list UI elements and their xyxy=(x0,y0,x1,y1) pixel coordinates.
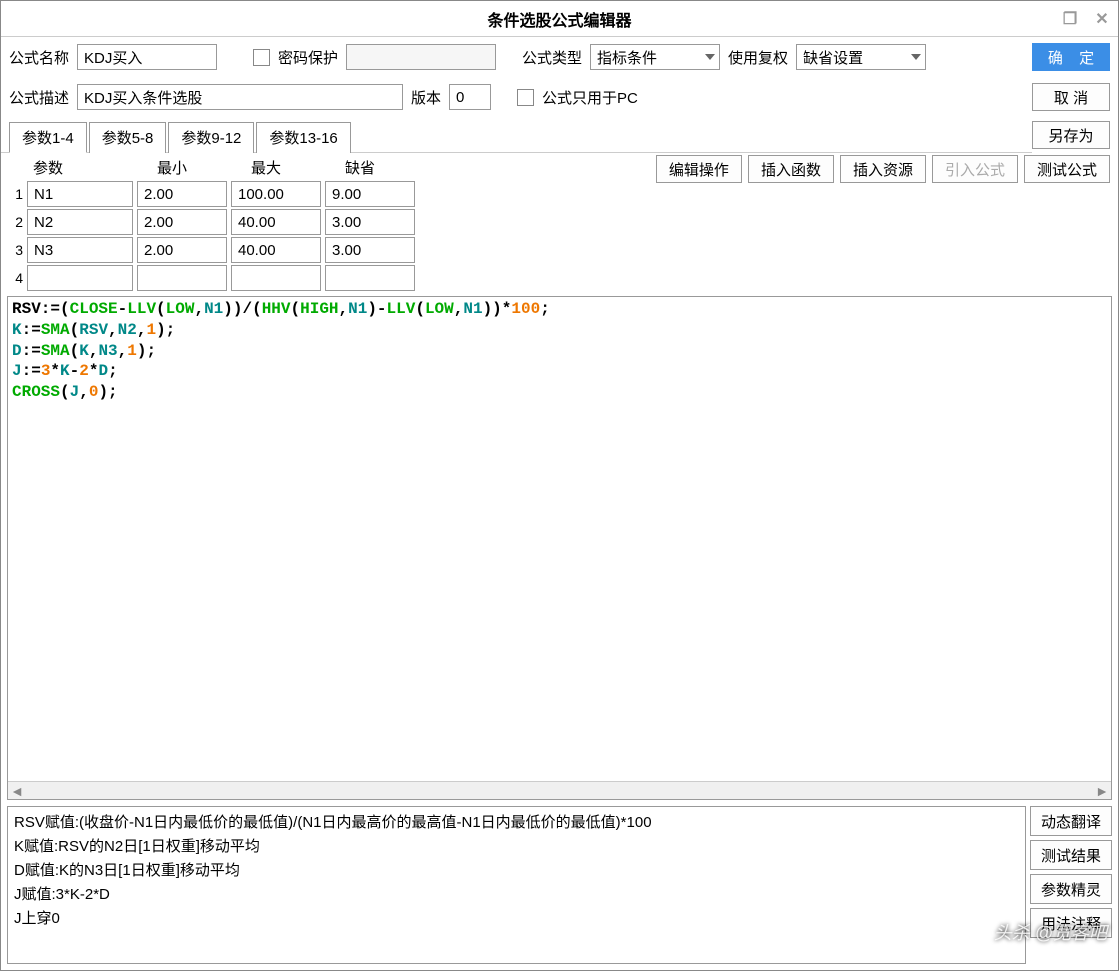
param-min-input[interactable] xyxy=(137,209,227,235)
explanation-box: RSV赋值:(收盘价-N1日内最低价的最低值)/(N1日内最高价的最高值-N1日… xyxy=(7,806,1026,964)
edit-op-button[interactable]: 编辑操作 xyxy=(656,155,742,183)
param-tab-2[interactable]: 参数9-12 xyxy=(168,122,254,153)
saveas-button[interactable]: 另存为 xyxy=(1032,121,1110,149)
param-row: 2 xyxy=(9,208,429,236)
cancel-button[interactable]: 取 消 xyxy=(1032,83,1110,111)
import-formula-button[interactable]: 引入公式 xyxy=(932,155,1018,183)
formula-type-select[interactable]: 指标条件 xyxy=(590,44,720,70)
explain-line: K赋值:RSV的N2日[1日权重]移动平均 xyxy=(14,835,1019,859)
horizontal-scrollbar[interactable]: ◄ ► xyxy=(8,781,1111,799)
fuquan-label: 使用复权 xyxy=(728,47,788,68)
param-row: 3 xyxy=(9,236,429,264)
param-max-input[interactable] xyxy=(231,265,321,291)
param-index: 3 xyxy=(9,236,27,264)
explain-line: D赋值:K的N3日[1日权重]移动平均 xyxy=(14,859,1019,883)
window-title: 条件选股公式编辑器 xyxy=(487,7,631,31)
param-index: 1 xyxy=(9,180,27,208)
param-index: 2 xyxy=(9,208,27,236)
param-name-input[interactable] xyxy=(27,265,133,291)
password-input[interactable] xyxy=(346,44,496,70)
scroll-right-icon[interactable]: ► xyxy=(1093,782,1111,799)
explain-line: J赋值:3*K-2*D xyxy=(14,883,1019,907)
explain-line: J上穿0 xyxy=(14,907,1019,931)
pc-only-checkbox[interactable] xyxy=(517,89,534,106)
param-row: 4 xyxy=(9,264,429,292)
password-checkbox[interactable] xyxy=(253,49,270,66)
param-tab-0[interactable]: 参数1-4 xyxy=(9,122,87,153)
formula-name-input[interactable] xyxy=(77,44,217,70)
code-editor[interactable]: RSV:=(CLOSE-LLV(LOW,N1))/(HHV(HIGH,N1)-L… xyxy=(7,296,1112,800)
param-name-input[interactable] xyxy=(27,209,133,235)
param-header-max: 最大 xyxy=(245,155,339,180)
param-def-input[interactable] xyxy=(325,181,415,207)
scroll-left-icon[interactable]: ◄ xyxy=(8,782,26,799)
params-table: 参数最小最大缺省 1234 xyxy=(9,155,429,292)
test-result-button[interactable]: 测试结果 xyxy=(1030,840,1112,870)
chevron-down-icon xyxy=(705,54,715,60)
param-header-def: 缺省 xyxy=(339,155,429,180)
version-label: 版本 xyxy=(411,87,441,108)
param-name-input[interactable] xyxy=(27,237,133,263)
insert-fn-button[interactable]: 插入函数 xyxy=(748,155,834,183)
explain-line: RSV赋值:(收盘价-N1日内最低价的最低值)/(N1日内最高价的最高值-N1日… xyxy=(14,811,1019,835)
param-min-input[interactable] xyxy=(137,237,227,263)
version-input[interactable] xyxy=(449,84,491,110)
formula-desc-label: 公式描述 xyxy=(9,87,69,108)
param-max-input[interactable] xyxy=(231,237,321,263)
usage-button[interactable]: 用法注释 xyxy=(1030,908,1112,938)
param-header-name: 参数 xyxy=(27,155,151,180)
formula-type-label: 公式类型 xyxy=(522,47,582,68)
param-def-input[interactable] xyxy=(325,265,415,291)
param-tab-1[interactable]: 参数5-8 xyxy=(89,122,167,153)
maximize-button[interactable]: ❐ xyxy=(1054,1,1086,37)
param-min-input[interactable] xyxy=(137,181,227,207)
pc-only-label: 公式只用于PC xyxy=(542,87,638,108)
test-button[interactable]: 测试公式 xyxy=(1024,155,1110,183)
ok-button[interactable]: 确 定 xyxy=(1032,43,1110,71)
param-tabs: 参数1-4参数5-8参数9-12参数13-16 xyxy=(1,119,1032,153)
titlebar: 条件选股公式编辑器 ❐ ✕ xyxy=(1,1,1118,37)
param-max-input[interactable] xyxy=(231,181,321,207)
param-name-input[interactable] xyxy=(27,181,133,207)
param-def-input[interactable] xyxy=(325,237,415,263)
param-header-min: 最小 xyxy=(151,155,245,180)
chevron-down-icon xyxy=(911,54,921,60)
param-index: 4 xyxy=(9,264,27,292)
fuquan-select[interactable]: 缺省设置 xyxy=(796,44,926,70)
param-max-input[interactable] xyxy=(231,209,321,235)
formula-name-label: 公式名称 xyxy=(9,47,69,68)
close-button[interactable]: ✕ xyxy=(1086,1,1118,37)
dynamic-translate-button[interactable]: 动态翻译 xyxy=(1030,806,1112,836)
password-label: 密码保护 xyxy=(278,47,338,68)
param-min-input[interactable] xyxy=(137,265,227,291)
param-wizard-button[interactable]: 参数精灵 xyxy=(1030,874,1112,904)
insert-res-button[interactable]: 插入资源 xyxy=(840,155,926,183)
param-def-input[interactable] xyxy=(325,209,415,235)
param-row: 1 xyxy=(9,180,429,208)
formula-desc-input[interactable] xyxy=(77,84,403,110)
param-tab-3[interactable]: 参数13-16 xyxy=(256,122,350,153)
